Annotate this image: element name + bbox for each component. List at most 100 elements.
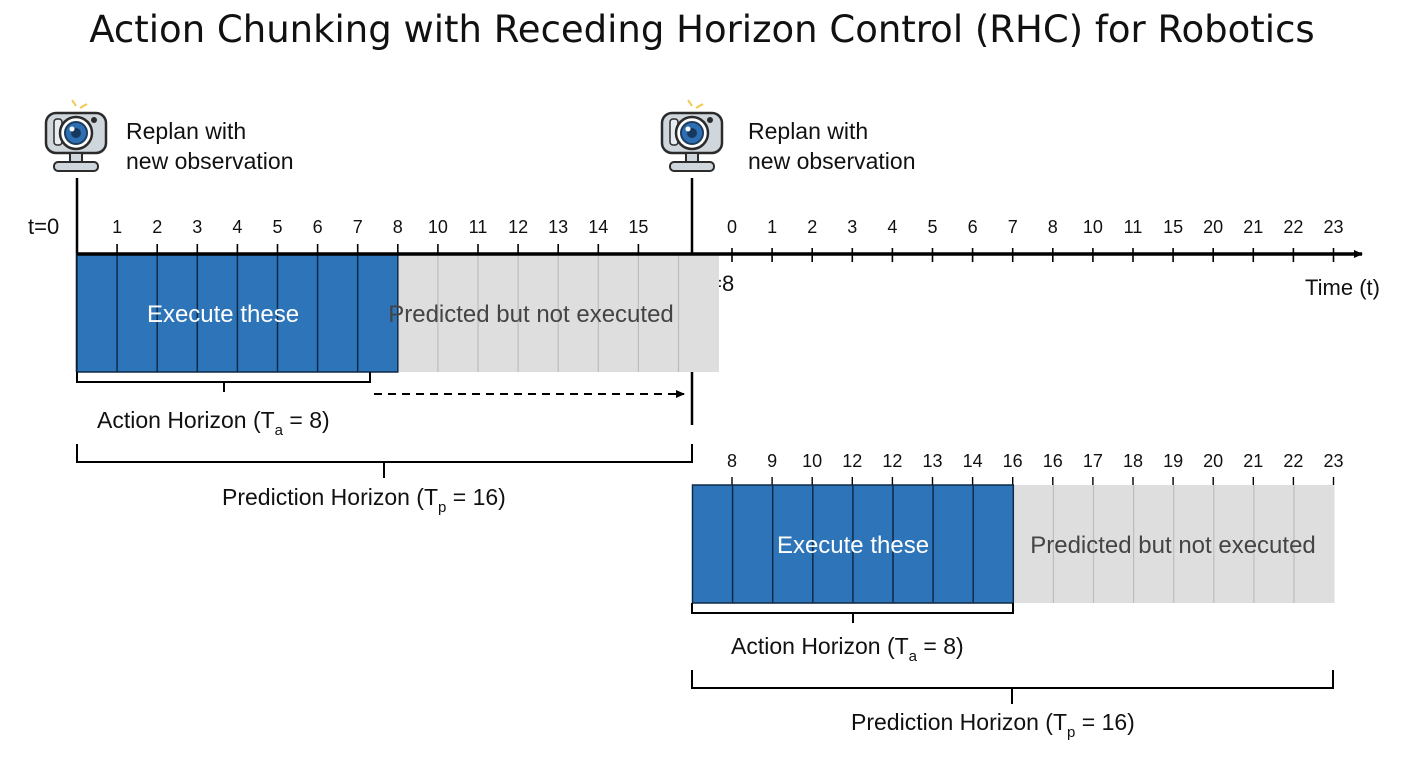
chunk1-predicted-cell xyxy=(437,254,479,372)
chunk1-action-horizon-label: Action Horizon (Ta = 8) xyxy=(97,407,330,439)
chunk2-tick-label: 23 xyxy=(1323,451,1343,471)
axis-tick-label: 14 xyxy=(588,217,608,237)
chunk2-prediction-horizon-label: Prediction Horizon (Tp = 16) xyxy=(851,709,1135,741)
chunk1-execute-cell xyxy=(357,254,399,372)
axis-tick-label: 5 xyxy=(272,217,282,237)
chunk2-tick-label: 22 xyxy=(1283,451,1303,471)
chunk2-predicted-cell xyxy=(1213,485,1255,603)
chunk1-predicted-cell xyxy=(638,254,679,372)
chunk2-tick-label: 10 xyxy=(802,451,822,471)
chunk2-predicted-cell xyxy=(1013,485,1054,603)
chunk1-execute-cell xyxy=(117,254,158,372)
chunk2-execute-cell xyxy=(692,485,733,603)
chunk2-execute-cell xyxy=(973,485,1014,603)
chunk2-tick-label: 12 xyxy=(882,451,902,471)
chunk2-prediction-horizon-bracket xyxy=(691,670,1334,689)
chunk1-execute-cell xyxy=(277,254,318,372)
t0-label: t=0 xyxy=(28,214,59,239)
chunk2-predicted-cell xyxy=(1294,485,1335,603)
replan-label-1-line1: Replan with xyxy=(126,118,246,144)
axis-tick-label: 20 xyxy=(1203,217,1223,237)
replan-label-2-line1: Replan with xyxy=(748,118,868,144)
chunk2-tick-label: 16 xyxy=(1043,451,1063,471)
axis-tick-label: 22 xyxy=(1283,217,1303,237)
axis-tick-label: 15 xyxy=(1163,217,1183,237)
axis-tick-label: 4 xyxy=(232,217,242,237)
chunk2-tick-label: 18 xyxy=(1123,451,1143,471)
chunk2-tick-label: 12 xyxy=(842,451,862,471)
chunk2-predicted-cell xyxy=(1053,485,1094,603)
time-axis-label: Time (t) xyxy=(1305,275,1380,300)
chunk1-execute-cell xyxy=(317,254,359,372)
replan-label-2-line2: new observation xyxy=(748,148,916,174)
axis-tick-label: 11 xyxy=(1124,217,1143,237)
chunk1-predicted-cell xyxy=(598,254,639,372)
chunk1-predicted-cell xyxy=(558,254,599,372)
axis-tick-label: 6 xyxy=(313,217,323,237)
axis-tick-label: 10 xyxy=(1083,217,1103,237)
chunk2-action-horizon-label: Action Horizon (Ta = 8) xyxy=(731,633,964,665)
camera-icon xyxy=(44,98,108,173)
axis-tick-label: 15 xyxy=(628,217,648,237)
chunk1-predicted-cell xyxy=(518,254,559,372)
chunk2-execute-cell xyxy=(852,485,894,603)
axis-tick-label: 13 xyxy=(548,217,568,237)
chunk1-execute-cell xyxy=(197,254,238,372)
chunk2-predicted-cell xyxy=(1133,485,1175,603)
axis-tick-label: 21 xyxy=(1243,217,1263,237)
chunk2-tick-label: 14 xyxy=(963,451,983,471)
axis-tick-label: 12 xyxy=(508,217,528,237)
axis-tick-label: 6 xyxy=(968,217,978,237)
axis-tick-label: 1 xyxy=(767,217,777,237)
axis-tick-label: 5 xyxy=(927,217,937,237)
chunk1-prediction-horizon-label: Prediction Horizon (Tp = 16) xyxy=(222,484,506,516)
chunk2-tick-label: 16 xyxy=(1003,451,1023,471)
camera-icon xyxy=(660,98,724,173)
chunk2-tick-label: 17 xyxy=(1083,451,1103,471)
chunk2-predicted-cell xyxy=(1093,485,1134,603)
axis-tick-label: 23 xyxy=(1323,217,1343,237)
axis-tick-label: 11 xyxy=(469,217,488,237)
chunk1-execute-cell xyxy=(237,254,278,372)
axis-tick-label: 10 xyxy=(428,217,448,237)
chunk1-prediction-horizon-bracket xyxy=(76,444,693,463)
diagram-title: Action Chunking with Receding Horizon Co… xyxy=(89,8,1314,51)
axis-tick-label: 4 xyxy=(887,217,897,237)
chunk2-execute-cell xyxy=(772,485,814,603)
chunk2-predicted-cell xyxy=(1173,485,1215,603)
chunk2-tick-label: 8 xyxy=(727,451,737,471)
chunk1-predicted-cell xyxy=(478,254,519,372)
chunk1-predicted-label: Predicted but not executed xyxy=(388,301,674,328)
chunk1-predicted-cell xyxy=(678,254,719,372)
axis-tick-label: 8 xyxy=(393,217,403,237)
chunk2-tick-label: 21 xyxy=(1243,451,1263,471)
chunk2-predicted-label: Predicted but not executed xyxy=(1030,532,1316,559)
chunk2-execute-cell xyxy=(893,485,934,603)
axis-tick-label: 7 xyxy=(1008,217,1018,237)
chunk2-tick-labels: 8 9 10 12 12 13 14 16 16 17 18 19 20 21 22 23 xyxy=(727,451,1344,485)
chunk2-tick-label: 20 xyxy=(1203,451,1223,471)
axis-tick-label: 3 xyxy=(847,217,857,237)
chunk2-execute-label: Execute these xyxy=(777,532,929,559)
axis-ticks: 1 2 3 4 5 6 7 8 10 11 12 13 14 15 0 1 2 3 4 5 6 7 8 10 11 15 20 21 2… xyxy=(112,217,1344,262)
chunk1-execute-cell xyxy=(77,254,118,372)
chunk2-predicted-cell xyxy=(1253,485,1295,603)
chunk2-execute-cell xyxy=(933,485,974,603)
chunk1-execute-label: Execute these xyxy=(147,301,299,328)
chunk2-execute-outline xyxy=(691,484,1015,604)
chunk2-execute-cell xyxy=(732,485,774,603)
axis-tick-label: 8 xyxy=(1048,217,1058,237)
axis-tick-label: 2 xyxy=(807,217,817,237)
chunk2-action-horizon-bracket xyxy=(691,603,1014,614)
replan-label-1-line2: new observation xyxy=(126,148,294,174)
chunk1-cells xyxy=(76,253,719,373)
chunk2-cells xyxy=(691,484,1335,604)
axis-tick-label: 2 xyxy=(152,217,162,237)
chunk2-tick-label: 19 xyxy=(1163,451,1183,471)
axis-tick-label: 3 xyxy=(192,217,202,237)
axis-tick-label: 7 xyxy=(353,217,363,237)
axis-tick-label: 0 xyxy=(727,217,737,237)
chunk2-execute-cell xyxy=(812,485,854,603)
chunk1-execute-cell xyxy=(157,254,198,372)
